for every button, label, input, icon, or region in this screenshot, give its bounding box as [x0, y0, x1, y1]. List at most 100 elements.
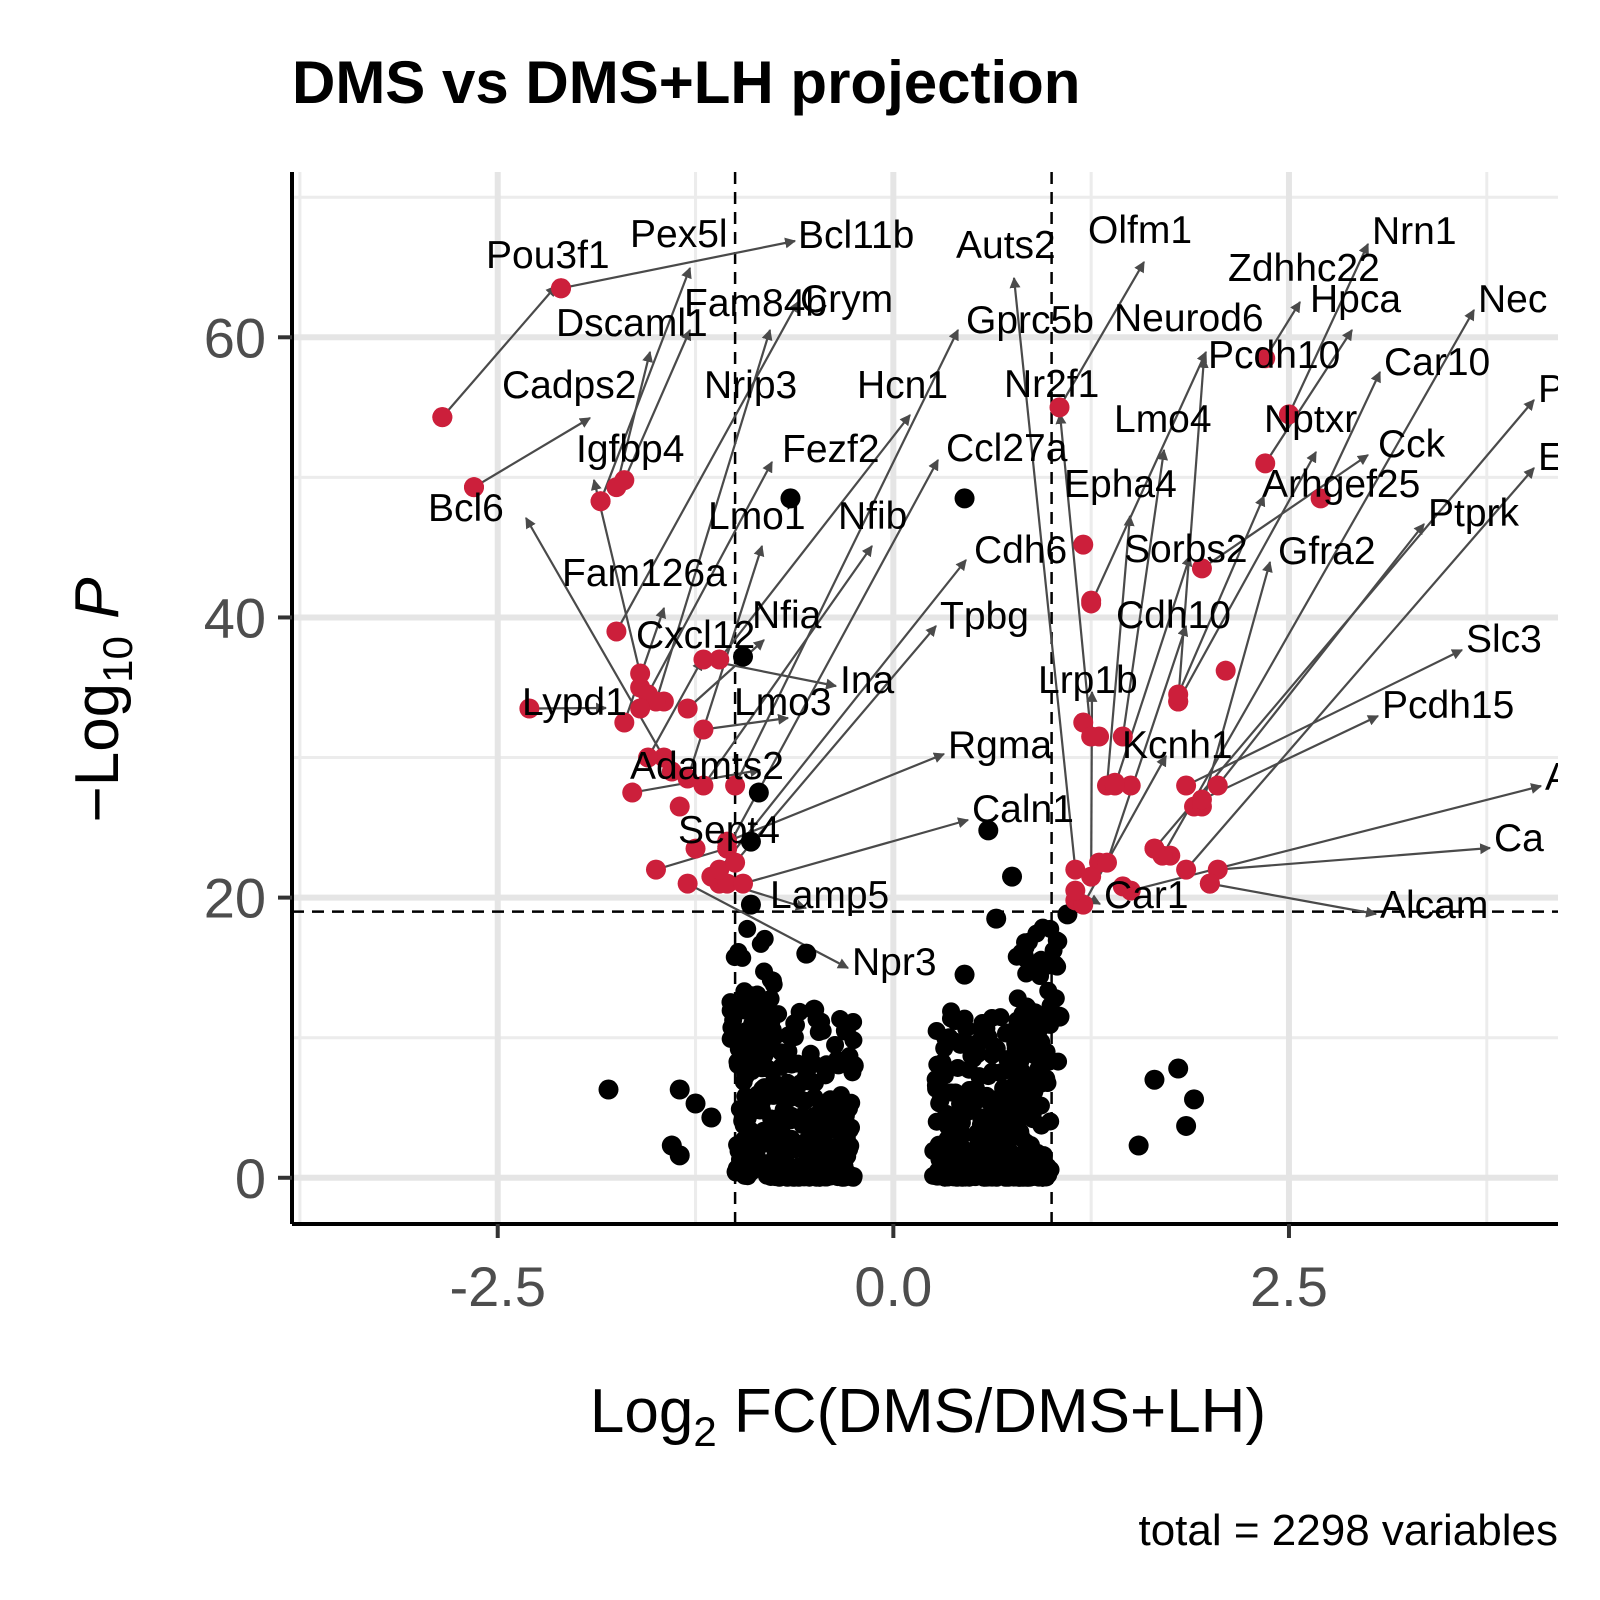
point-label: Pou3f1 — [486, 234, 610, 277]
point-label: Igfbp4 — [576, 428, 684, 471]
label-connector — [599, 266, 692, 502]
gridlines-major — [292, 172, 1558, 1224]
label-connector — [1130, 783, 1543, 892]
label-connector — [1161, 309, 1475, 857]
point-labelled — [1191, 789, 1212, 810]
label-connector — [1058, 261, 1145, 408]
label-connectors — [441, 237, 1543, 969]
point-labelled — [693, 719, 714, 740]
point-label: Auts2 — [956, 224, 1056, 267]
point-label: Cdh6 — [974, 529, 1067, 572]
point-label: Pcdh10 — [1208, 334, 1340, 377]
chart-caption: total = 2298 variables — [1138, 1506, 1558, 1555]
label-connector — [702, 545, 873, 787]
point-label: Epha4 — [1064, 463, 1177, 506]
point-labelled — [614, 470, 635, 491]
point-labelled — [1278, 404, 1299, 425]
point-not-significant — [969, 1123, 988, 1142]
label-connector — [1177, 494, 1266, 695]
point-not-significant — [730, 1150, 749, 1169]
point-not-significant — [1184, 1089, 1205, 1110]
label-connector — [1217, 843, 1492, 871]
point-not-significant — [740, 831, 761, 852]
point-not-significant — [764, 1086, 783, 1105]
point-not-significant — [1007, 947, 1026, 966]
point-not-significant — [959, 1060, 978, 1079]
point-not-significant — [1013, 1035, 1032, 1054]
point-label: Cdh10 — [1116, 594, 1231, 637]
point-not-significant — [1039, 981, 1058, 1000]
point-not-significant — [826, 1035, 845, 1054]
point-not-significant — [821, 1090, 840, 1109]
y-axis-label-suffix: P — [63, 578, 132, 637]
point-not-significant — [953, 1168, 972, 1187]
y-axis-label-subscript: 10 — [94, 636, 141, 683]
point-not-significant — [982, 1108, 1001, 1127]
point-label: Car1 — [1104, 874, 1189, 917]
point-label: Nec — [1478, 278, 1547, 321]
label-connector — [1185, 649, 1463, 787]
point-not-significant — [796, 1091, 815, 1110]
point-labelled — [677, 768, 698, 789]
point-not-significant — [1168, 1058, 1189, 1079]
point-labelled — [677, 698, 698, 719]
label-connector — [734, 625, 937, 864]
label-connector — [726, 752, 946, 843]
point-not-significant — [757, 1166, 776, 1185]
point-not-significant — [761, 970, 780, 989]
point-labelled — [693, 649, 714, 670]
point-not-significant — [803, 1124, 822, 1143]
point-labelled — [432, 407, 453, 428]
point-labelled — [725, 775, 746, 796]
point-not-significant — [942, 1002, 961, 1021]
point-not-significant — [733, 1111, 752, 1130]
point-not-significant — [767, 1118, 786, 1137]
point-not-significant — [1007, 1051, 1026, 1070]
label-connector — [1055, 412, 1093, 737]
point-not-significant — [978, 820, 999, 841]
point-label: Hcn1 — [857, 364, 948, 407]
point-not-significant — [785, 1014, 804, 1033]
point-label: Nfib — [838, 495, 907, 538]
point-not-significant — [1030, 1168, 1049, 1187]
label-connector — [1090, 350, 1208, 604]
point-not-significant — [937, 1104, 956, 1123]
point-not-significant — [669, 1145, 690, 1166]
point-labels: Bcl11b Pex5l Pou3f1 Dscaml1 Cadps2 Fam84bCrym… — [428, 209, 1564, 984]
point-not-significant — [758, 1154, 777, 1173]
point-not-significant — [933, 1053, 952, 1072]
point-not-significant — [999, 1112, 1018, 1131]
point-not-significant — [1144, 1069, 1165, 1090]
point-labelled — [1199, 873, 1220, 894]
point-not-significant — [761, 989, 780, 1008]
point-label: Bcl6 — [428, 487, 504, 530]
point-label: Gfra2 — [1278, 530, 1376, 573]
point-not-significant — [751, 934, 770, 953]
point-not-significant — [1032, 1116, 1051, 1135]
label-connector — [615, 350, 653, 488]
point-labelled — [1176, 775, 1197, 796]
point-label: P — [1538, 368, 1564, 411]
point-not-significant — [788, 1054, 807, 1073]
point-not-significant — [926, 1070, 945, 1089]
point-not-significant — [1002, 866, 1023, 887]
point-label: Tpbg — [940, 595, 1029, 638]
point-not-significant — [1049, 1052, 1068, 1071]
point-label: Nptxr — [1264, 398, 1357, 441]
label-connector — [1177, 356, 1209, 702]
point-labelled — [645, 859, 666, 880]
point-labelled — [1065, 880, 1086, 901]
label-connector — [1216, 523, 1425, 787]
point-not-significant — [1033, 1048, 1054, 1069]
label-connector — [647, 659, 703, 759]
point-labelled — [1049, 397, 1070, 418]
point-not-significant — [823, 1138, 842, 1157]
label-connector — [734, 329, 959, 787]
label-connector — [703, 713, 790, 731]
point-not-significant — [804, 999, 825, 1020]
point-label: Bcl11b — [798, 214, 914, 257]
point-labelled — [733, 873, 754, 894]
point-not-significant — [751, 1044, 770, 1063]
point-not-significant — [810, 1168, 829, 1187]
label-connector — [639, 461, 773, 710]
